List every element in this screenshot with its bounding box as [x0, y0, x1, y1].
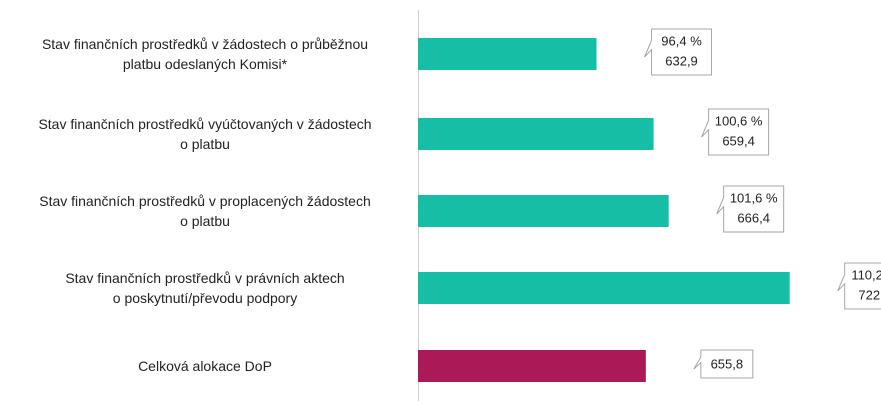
category-label: Stav finančních prostředků v žádostech o… [41, 36, 369, 72]
value-label: 655,8 [711, 356, 744, 371]
value-label: 666,4 [737, 210, 770, 225]
share-label: 110,2 % [851, 267, 881, 282]
category-label: Stav finančních prostředků v právních ak… [65, 270, 345, 306]
callout [693, 349, 754, 379]
share-label: 100,6 % [715, 113, 763, 128]
category-label: Stav finančních prostředků v proplacenýc… [39, 193, 371, 229]
bar [418, 118, 654, 150]
category-label: Stav finančních prostředků vyúčtovaných … [38, 116, 372, 152]
value-label: 632,9 [665, 53, 698, 68]
bar [418, 272, 790, 304]
bar [418, 350, 646, 382]
share-label: 96,4 % [661, 33, 702, 48]
share-label: 101,6 % [730, 190, 778, 205]
callout [837, 262, 881, 310]
callout [716, 185, 785, 233]
callout [644, 28, 713, 76]
category-label: Celková alokace DoP [138, 358, 272, 374]
bar [418, 38, 597, 70]
bar [418, 195, 669, 227]
callout [701, 108, 770, 156]
value-label: 659,4 [722, 133, 755, 148]
value-label: 722,6 [858, 287, 881, 302]
